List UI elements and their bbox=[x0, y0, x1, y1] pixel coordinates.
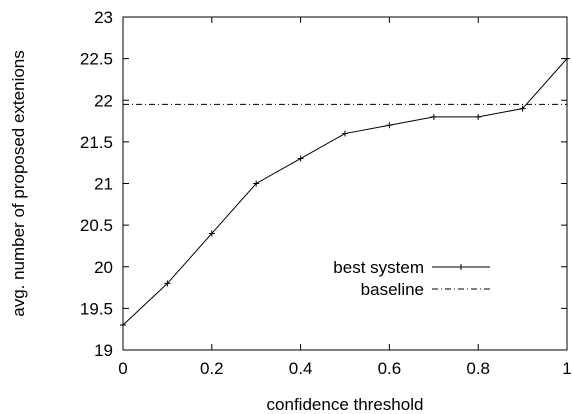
legend-label: baseline bbox=[361, 280, 424, 299]
data-point bbox=[297, 155, 304, 162]
data-point bbox=[386, 122, 393, 129]
data-point bbox=[120, 322, 126, 329]
series-line bbox=[122, 58, 568, 326]
data-point bbox=[342, 130, 348, 137]
data-point bbox=[430, 113, 437, 120]
series-layer bbox=[120, 55, 570, 329]
legend: best system baseline bbox=[333, 258, 490, 299]
y-tick-label: 22 bbox=[94, 91, 113, 110]
legend-item: best system bbox=[333, 258, 490, 277]
legend-label: best system bbox=[333, 258, 424, 277]
y-tick-label: 20.5 bbox=[80, 216, 113, 235]
y-axis-title: avg. number of proposed extenions bbox=[9, 50, 28, 317]
legend-item: baseline bbox=[361, 280, 490, 299]
y-tick-label: 20 bbox=[94, 258, 113, 277]
x-tick-label: 0 bbox=[118, 359, 127, 378]
y-tick-label: 21.5 bbox=[80, 133, 113, 152]
axes-layer: 19 19.5 20 20.5 21 21.5 22 22.5 23 0 0.2 0.4 0.6 0.8 1 bbox=[80, 8, 572, 378]
data-point bbox=[253, 180, 260, 187]
x-axis-title: confidence threshold bbox=[267, 395, 424, 414]
series-best-system bbox=[120, 55, 570, 329]
x-tick-label: 0.6 bbox=[378, 359, 402, 378]
y-tick-label: 19 bbox=[94, 341, 113, 360]
data-point bbox=[164, 280, 171, 287]
x-tick-label: 0.2 bbox=[200, 359, 224, 378]
y-tick-label: 19.5 bbox=[80, 299, 113, 318]
data-point bbox=[475, 113, 482, 120]
data-point bbox=[208, 230, 215, 237]
x-tick-label: 0.8 bbox=[466, 359, 490, 378]
y-tick-label: 21 bbox=[94, 175, 113, 194]
x-tick-label: 0.4 bbox=[289, 359, 313, 378]
data-point bbox=[519, 105, 526, 112]
y-tick-label: 23 bbox=[94, 8, 113, 27]
x-tick-label: 1 bbox=[562, 359, 571, 378]
y-tick-label: 22.5 bbox=[80, 50, 113, 69]
plot-frame bbox=[122, 16, 568, 351]
data-point bbox=[564, 55, 570, 62]
